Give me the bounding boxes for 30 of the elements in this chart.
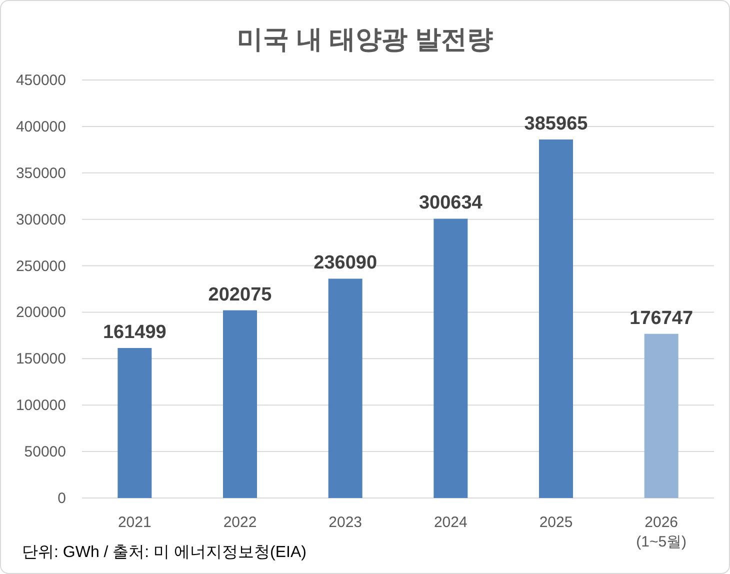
- x-tick-label: 2021: [118, 514, 152, 531]
- y-tick-label: 300000: [16, 211, 66, 228]
- bar: [118, 348, 152, 498]
- bar: [644, 334, 678, 498]
- y-tick-label: 200000: [16, 304, 66, 322]
- data-label: 202075: [208, 284, 272, 306]
- data-label: 385965: [524, 113, 588, 134]
- x-tick-label: 2022: [223, 514, 257, 531]
- y-tick-label: 400000: [16, 118, 66, 136]
- data-label: 300634: [418, 192, 483, 214]
- data-label: 161499: [102, 322, 166, 343]
- data-label: 236090: [314, 252, 378, 274]
- y-tick-label: 100000: [16, 397, 66, 414]
- data-label: 176747: [630, 308, 694, 329]
- y-tick-label: 250000: [16, 258, 66, 275]
- y-tick-label: 150000: [16, 350, 66, 368]
- x-tick-label: 2023: [328, 514, 362, 531]
- x-tick-label: 2026 (1~5월): [636, 514, 687, 550]
- y-tick-label: 0: [58, 490, 66, 507]
- bar: [328, 278, 362, 498]
- x-tick-label: 2024: [434, 514, 468, 531]
- chart-title: 미국 내 태양광 발전량: [237, 24, 493, 54]
- bar: [223, 310, 257, 498]
- y-tick-label: 450000: [16, 72, 66, 89]
- bar: [539, 139, 573, 498]
- y-tick-label: 50000: [24, 444, 66, 461]
- bar: [434, 218, 468, 498]
- x-tick-label: 2025: [539, 514, 573, 531]
- text: 단위: GWh / 출처: 미 에너지정보청(EIA): [22, 544, 306, 561]
- y-tick-label: 350000: [16, 164, 66, 182]
